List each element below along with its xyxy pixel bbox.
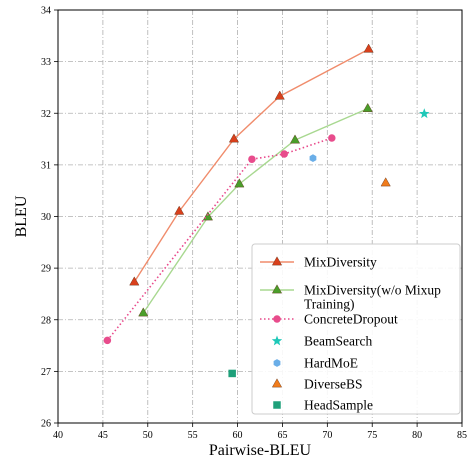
legend-marker xyxy=(271,284,283,294)
series-layer xyxy=(103,43,430,378)
data-point xyxy=(234,178,245,188)
plot-frame xyxy=(57,9,463,424)
data-point xyxy=(419,108,430,119)
y-tick-label: 34 xyxy=(41,6,51,17)
legend-label: DiverseBS xyxy=(304,377,363,392)
legend-entry: HeadSample xyxy=(273,398,373,413)
legend: MixDiversity MixDiversity(w/o MixupTraini… xyxy=(251,243,461,415)
series-3 xyxy=(419,108,430,119)
data-point xyxy=(309,154,317,163)
series-5 xyxy=(380,177,391,187)
axes: 40 45 50 55 60 65 70 75 80 85 26 27 28 29 30 31 32 33 34 xyxy=(41,6,467,442)
x-tick-label: 55 xyxy=(188,430,198,441)
legend-entry: ConcreteDropout xyxy=(260,312,398,327)
series-0 xyxy=(129,43,374,286)
legend-label: BeamSearch xyxy=(304,334,372,349)
legend-label: MixDiversity(w/o Mixup xyxy=(304,283,441,298)
data-point xyxy=(328,134,336,142)
x-tick-label: 75 xyxy=(367,430,377,441)
data-point xyxy=(248,155,256,163)
series-6 xyxy=(228,369,236,378)
series-2 xyxy=(103,134,336,345)
y-tick-label: 29 xyxy=(41,264,51,275)
x-tick-label: 50 xyxy=(143,430,153,441)
data-point xyxy=(363,43,374,53)
legend-marker xyxy=(271,378,283,388)
series-1 xyxy=(138,102,373,317)
y-tick-label: 31 xyxy=(41,160,51,171)
data-point xyxy=(289,134,301,144)
x-tick-label: 65 xyxy=(277,430,287,441)
data-point xyxy=(380,177,391,187)
legend-label: Training) xyxy=(304,297,355,312)
x-tick-label: 45 xyxy=(98,430,108,441)
legend-marker xyxy=(273,315,281,323)
data-point xyxy=(129,276,140,286)
data-point xyxy=(274,90,285,100)
data-point xyxy=(228,133,239,143)
y-tick-label: 33 xyxy=(41,57,51,68)
y-tick-label: 26 xyxy=(41,419,51,430)
data-point xyxy=(362,102,373,112)
legend-marker xyxy=(271,256,283,266)
data-point xyxy=(174,205,185,215)
legend-label: ConcreteDropout xyxy=(304,312,398,327)
legend-marker xyxy=(273,359,281,367)
data-point xyxy=(228,369,236,378)
y-tick-label: 27 xyxy=(41,367,51,378)
y-tick-label: 32 xyxy=(41,109,51,120)
series-line xyxy=(106,137,333,341)
legend-box xyxy=(251,243,461,415)
x-tick-label: 85 xyxy=(457,430,467,441)
legend-marker xyxy=(271,335,283,346)
data-point xyxy=(280,150,288,158)
data-point xyxy=(103,336,112,345)
x-axis-label: Pairwise-BLEU xyxy=(209,442,312,459)
y-tick-label: 28 xyxy=(41,315,51,326)
legend-marker xyxy=(273,401,281,409)
y-tick-label: 30 xyxy=(41,212,51,223)
x-tick-label: 70 xyxy=(322,430,332,441)
legend-entry: DiverseBS xyxy=(271,377,363,392)
legend-entry: BeamSearch xyxy=(271,334,372,349)
x-tick-label: 80 xyxy=(412,430,422,441)
x-tick-label: 40 xyxy=(53,430,63,441)
legend-entry: HardMoE xyxy=(273,356,358,371)
data-point xyxy=(138,307,149,317)
legend-label: HardMoE xyxy=(304,356,358,371)
legend-label: MixDiversity xyxy=(304,255,377,270)
x-tick-label: 60 xyxy=(233,430,243,441)
legend-label: HeadSample xyxy=(304,398,373,413)
legend-entry: MixDiversity xyxy=(260,255,377,270)
y-axis-label: BLEU xyxy=(13,195,30,237)
series-4 xyxy=(309,154,317,163)
